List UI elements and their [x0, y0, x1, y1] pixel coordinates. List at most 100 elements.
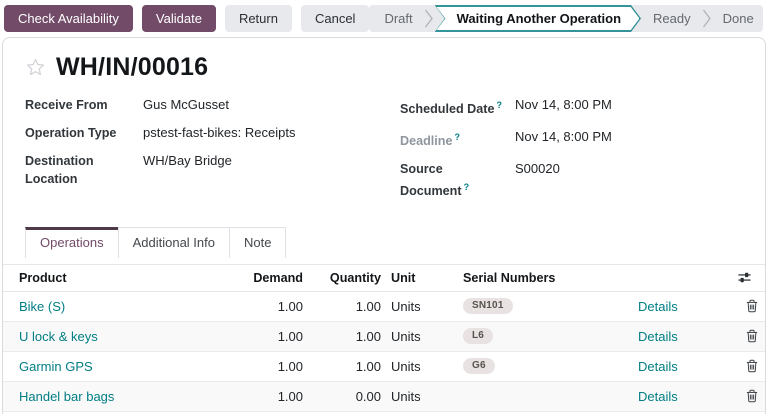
- status-step-label: Ready: [653, 11, 691, 26]
- field-value[interactable]: WH/Bay Bridge: [143, 153, 232, 168]
- product-cell: Bike (S): [3, 299, 233, 314]
- product-cell: U lock & keys: [3, 329, 233, 344]
- serial-numbers-cell: SN101: [463, 298, 628, 315]
- status-step-done[interactable]: Done: [712, 5, 763, 32]
- field-label: Destination Location: [25, 154, 94, 186]
- trash-cell: [738, 299, 765, 313]
- field-label: Operation Type: [25, 126, 117, 140]
- page-title[interactable]: WH/IN/00016: [56, 53, 209, 81]
- details-link[interactable]: Details: [638, 388, 678, 404]
- unit-cell: Units: [391, 298, 421, 314]
- field-deadline: Deadline? Nov 14, 8:00 PM: [400, 128, 745, 150]
- unit-cell: Units: [391, 388, 421, 404]
- field-value[interactable]: Gus McGusset: [143, 97, 229, 112]
- serial-badge: SN101: [463, 298, 513, 315]
- quantity-cell[interactable]: 1.00: [355, 358, 381, 374]
- details-link[interactable]: Details: [638, 328, 678, 344]
- trash-cell: [738, 389, 765, 403]
- tab-note[interactable]: Note: [229, 226, 287, 258]
- column-header-demand: Demand: [253, 270, 303, 285]
- field-value[interactable]: Nov 14, 8:00 PM: [515, 129, 612, 145]
- fields-left: Receive From Gus McGusset Operation Type ps…: [25, 96, 385, 211]
- validate-button[interactable]: Validate: [141, 5, 216, 32]
- product-link[interactable]: Garmin GPS: [19, 358, 93, 374]
- trash-cell: [738, 359, 765, 373]
- serial-numbers-cell: L6: [463, 328, 628, 345]
- quantity-cell[interactable]: 0.00: [355, 388, 381, 404]
- table-body: Bike (S) 1.00 1.00 Units SN101 Details U lock…: [3, 292, 765, 414]
- table-row[interactable]: U lock & keys 1.00 1.00 Units L6 Details: [3, 321, 765, 352]
- statusbar: Draft Waiting Another Operation Ready Done: [369, 5, 763, 32]
- product-link[interactable]: U lock & keys: [19, 328, 98, 344]
- trash-icon[interactable]: [746, 389, 758, 403]
- notebook-tabs: Operations Additional Info Note: [3, 226, 765, 258]
- field-label: Receive From: [25, 98, 108, 112]
- details-link[interactable]: Details: [638, 358, 678, 374]
- table-row[interactable]: Bike (S) 1.00 1.00 Units SN101 Details: [3, 292, 765, 322]
- fields-area: Receive From Gus McGusset Operation Type ps…: [3, 88, 765, 211]
- favorite-star-icon[interactable]: [25, 57, 46, 78]
- field-label: Scheduled Date?: [400, 100, 502, 117]
- status-step-label: Waiting Another Operation: [456, 11, 622, 26]
- details-link[interactable]: Details: [638, 298, 678, 314]
- field-operation-type: Operation Type pstest-fast-bikes: Receipt…: [25, 124, 385, 142]
- chevron-right-icon: [702, 5, 712, 32]
- unit-cell: Units: [391, 358, 421, 374]
- operations-table: Product Demand Quantity Unit Serial Numbers …: [3, 263, 765, 414]
- status-step-ready[interactable]: Ready: [642, 5, 702, 32]
- product-cell: Handel bar bags: [3, 389, 233, 404]
- demand-cell[interactable]: 1.00: [277, 328, 303, 344]
- column-header-product: Product: [19, 270, 67, 285]
- field-value[interactable]: Nov 14, 8:00 PM: [515, 97, 612, 112]
- fields-right: Scheduled Date? Nov 14, 8:00 PM Deadline? N…: [385, 96, 745, 211]
- details-cell: Details: [628, 359, 738, 374]
- field-source-document: Source Document? S00020: [400, 160, 745, 200]
- details-cell: Details: [628, 299, 738, 314]
- help-icon: ?: [496, 100, 502, 110]
- column-header-unit: Unit: [391, 270, 416, 285]
- return-button[interactable]: Return: [224, 5, 292, 32]
- table-row[interactable]: Handel bar bags 1.00 0.00 Units Details: [3, 381, 765, 412]
- product-cell: Garmin GPS: [3, 359, 233, 374]
- product-link[interactable]: Handel bar bags: [19, 388, 115, 404]
- trash-cell: [738, 329, 765, 343]
- status-step-label: Done: [722, 11, 754, 26]
- form-sheet: WH/IN/00016 Receive From Gus McGusset Oper…: [2, 37, 766, 414]
- form-header: Check Availability Validate Return Cancel D…: [0, 0, 768, 37]
- demand-cell[interactable]: 1.00: [277, 298, 303, 314]
- status-step-waiting-another-operation[interactable]: Waiting Another Operation: [435, 5, 641, 32]
- status-step-label: Draft: [384, 11, 413, 26]
- field-label: Deadline?: [400, 132, 460, 149]
- field-destination-location: Destination Location WH/Bay Bridge: [25, 152, 385, 188]
- serial-numbers-cell: G6: [463, 358, 628, 375]
- column-header-quantity: Quantity: [329, 270, 381, 285]
- field-value[interactable]: S00020: [515, 161, 560, 177]
- optional-columns-icon[interactable]: [737, 270, 752, 285]
- field-label: Source Document?: [400, 162, 470, 199]
- demand-cell[interactable]: 1.00: [277, 388, 303, 404]
- quantity-cell[interactable]: 1.00: [355, 328, 381, 344]
- field-value[interactable]: pstest-fast-bikes: Receipts: [143, 125, 296, 140]
- cancel-button[interactable]: Cancel: [300, 5, 370, 32]
- trash-icon[interactable]: [746, 329, 758, 343]
- quantity-cell[interactable]: 1.00: [355, 298, 381, 314]
- product-link[interactable]: Bike (S): [19, 298, 66, 314]
- trash-icon[interactable]: [746, 299, 758, 313]
- header-spacer: [628, 270, 765, 285]
- serial-badge: G6: [463, 358, 495, 375]
- chevron-right-icon: [424, 5, 434, 32]
- trash-icon[interactable]: [746, 359, 758, 373]
- field-receive-from: Receive From Gus McGusset: [25, 96, 385, 114]
- tab-operations[interactable]: Operations: [25, 226, 119, 258]
- details-cell: Details: [628, 389, 738, 404]
- details-cell: Details: [628, 329, 738, 344]
- check-availability-button[interactable]: Check Availability: [4, 5, 133, 32]
- demand-cell[interactable]: 1.00: [277, 358, 303, 374]
- tab-additional-info[interactable]: Additional Info: [117, 226, 230, 258]
- column-header-serial-numbers: Serial Numbers: [463, 270, 556, 285]
- table-row[interactable]: Garmin GPS 1.00 1.00 Units G6 Details: [3, 352, 765, 382]
- status-step-draft[interactable]: Draft: [369, 5, 423, 32]
- unit-cell: Units: [391, 328, 421, 344]
- table-header-row: Product Demand Quantity Unit Serial Numbers: [3, 265, 765, 292]
- help-icon: ?: [463, 182, 470, 193]
